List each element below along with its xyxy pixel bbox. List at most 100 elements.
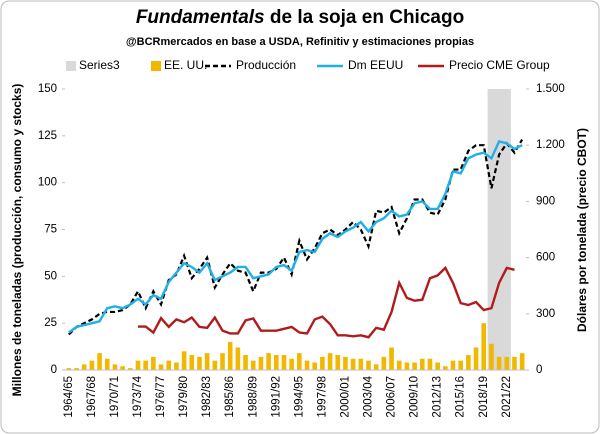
bar: [197, 356, 202, 370]
legend-swatch: [66, 61, 76, 71]
bar: [112, 364, 118, 370]
y-tick-label: 0: [51, 364, 57, 376]
x-tick-label: 1991/92: [270, 376, 282, 418]
bar: [189, 355, 195, 370]
bar: [235, 347, 241, 370]
bar: [327, 353, 333, 370]
bar: [212, 360, 218, 370]
legend-label: Precio CME Group: [449, 58, 550, 72]
bar: [312, 362, 318, 370]
y2-tick-label: 1.500: [536, 83, 565, 95]
y-tick-label: 100: [38, 177, 57, 189]
bar: [466, 355, 471, 370]
x-tick-label: 1973/74: [132, 375, 144, 417]
x-tick-label: 1964/65: [63, 376, 75, 418]
bar: [481, 323, 487, 370]
y-axis-label: Millones de toneladas (producción, consu…: [10, 84, 24, 397]
subtitle: @BCRmercados en base a USDA, Refinitiv y…: [126, 36, 474, 48]
x-tick-label: 2015/16: [455, 376, 467, 418]
title-rest: de la soja en Chicago: [270, 7, 464, 28]
line: [68, 140, 523, 334]
bar: [396, 360, 402, 370]
bar: [381, 356, 387, 370]
bar: [489, 343, 494, 370]
x-tick-label: 1967/68: [86, 376, 98, 418]
bar: [373, 364, 379, 370]
bar: [258, 356, 264, 370]
title-emphasis: Fundamentals: [136, 7, 265, 28]
x-tick-label: 2018/19: [478, 376, 490, 418]
legend-label: Series3: [79, 58, 120, 72]
bar: [250, 360, 256, 370]
bar: [97, 353, 102, 370]
bar: [419, 358, 425, 370]
bar: [243, 355, 248, 370]
bar: [81, 364, 87, 370]
bar: [273, 355, 279, 370]
bar: [151, 356, 156, 370]
bar: [343, 356, 348, 370]
y2-axis-label: Dólares por tonelada (precio CBOT): [575, 128, 589, 332]
y2-tick-label: 1.200: [536, 139, 565, 151]
bar: [366, 360, 371, 370]
x-tick-label: 1976/77: [155, 376, 167, 418]
x-tick-label: 1997/98: [316, 376, 328, 418]
y-tick-label: 125: [38, 130, 57, 142]
x-tick-label: 2006/07: [386, 376, 398, 418]
bar: [281, 355, 287, 370]
bar: [304, 360, 310, 370]
bar: [443, 366, 448, 370]
line: [137, 265, 515, 339]
legend-swatch: [151, 61, 161, 71]
bar: [297, 353, 302, 370]
bar: [289, 358, 294, 370]
bar: [412, 362, 417, 370]
chart-title: Fundamentals de la soja en Chicago: [136, 7, 464, 28]
y2-tick-label: 900: [536, 195, 555, 207]
bar: [358, 358, 364, 370]
bar: [450, 360, 456, 370]
bar: [350, 358, 356, 370]
bar: [204, 353, 210, 370]
bar: [512, 356, 517, 370]
bar: [89, 360, 95, 370]
highlight-band: [502, 89, 511, 370]
line: [68, 139, 524, 336]
bar: [473, 347, 479, 370]
legend-label: Producción: [236, 58, 296, 72]
bar: [74, 368, 79, 370]
highlight-band: [487, 89, 496, 370]
bar: [104, 358, 110, 370]
bar: [389, 347, 394, 370]
bar: [158, 364, 164, 370]
x-tick-label: 2009/10: [409, 376, 421, 418]
bar: [504, 356, 510, 370]
bar: [320, 356, 325, 370]
x-tick-label: 2012/13: [432, 376, 444, 418]
y-tick-label: 150: [38, 83, 57, 95]
bar: [335, 355, 341, 370]
bar: [166, 360, 172, 370]
y-tick-label: 50: [44, 270, 57, 282]
x-tick-label: 1994/95: [293, 376, 305, 418]
bar: [404, 362, 410, 370]
bar: [458, 360, 463, 370]
y2-tick-label: 300: [536, 308, 555, 320]
bar: [120, 366, 125, 370]
x-tick-label: 1985/86: [224, 376, 236, 418]
bar: [496, 356, 502, 370]
bar: [266, 353, 271, 370]
bar: [174, 362, 179, 370]
x-tick-label: 2003/04: [363, 375, 375, 417]
bar: [519, 353, 525, 370]
highlight-band: [495, 89, 504, 370]
bar: [66, 368, 72, 370]
x-tick-label: 1979/80: [178, 376, 190, 418]
legend-label: EE. UU.: [164, 58, 207, 72]
y2-tick-label: 600: [536, 252, 555, 264]
x-tick-label: 2000/01: [339, 376, 351, 418]
bar: [135, 360, 141, 370]
bar: [181, 351, 187, 370]
